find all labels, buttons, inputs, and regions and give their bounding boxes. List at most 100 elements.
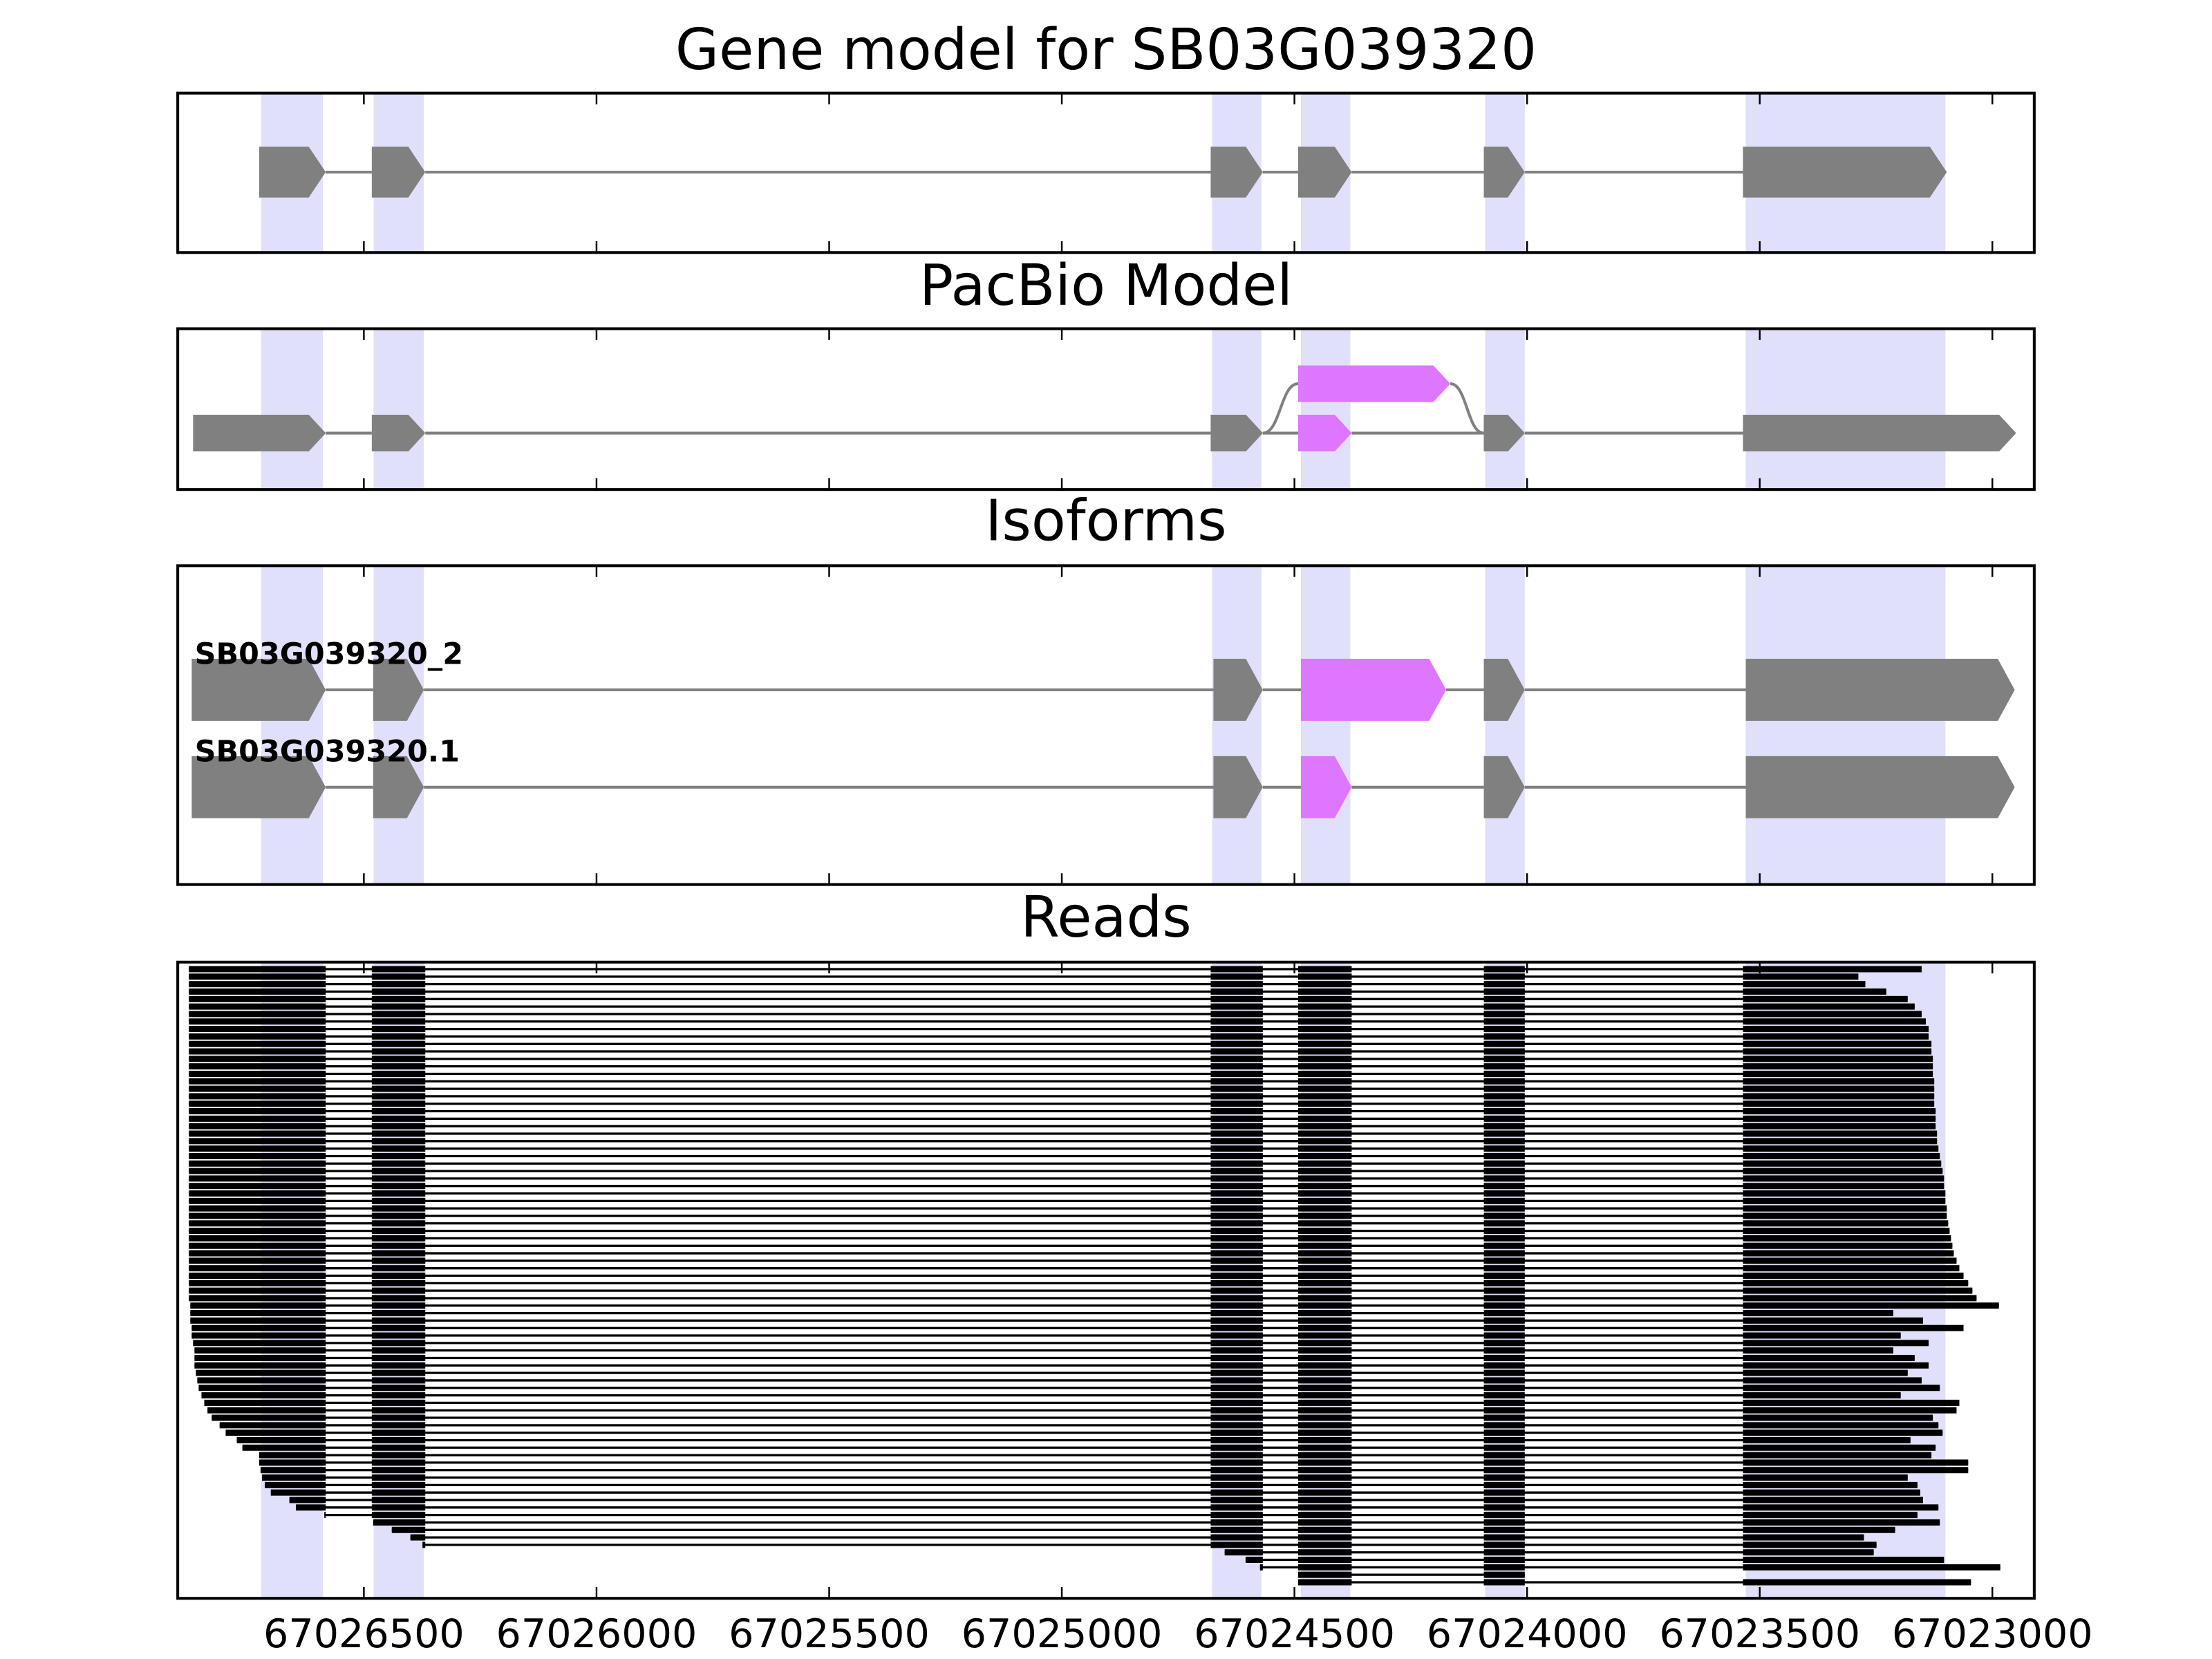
read-block [371,1100,426,1107]
read-block [371,1205,426,1212]
read-block [371,1070,426,1077]
exon-highlight [261,565,324,885]
read-block [1743,1160,1942,1167]
read-block [1210,1385,1263,1391]
read-block [371,995,426,1002]
read-block [1743,1385,1940,1391]
read-block [1483,1541,1525,1548]
read-block [189,1212,326,1219]
read-block [324,1512,326,1519]
read-block [1743,1302,1999,1309]
read-block [1483,995,1525,1002]
read-block [373,1519,426,1526]
read-block [371,1160,426,1167]
read-block [189,1085,326,1092]
read-block [1297,1205,1352,1212]
read-block [1483,1003,1525,1010]
read-block [1210,1422,1263,1429]
read-block [189,1273,326,1279]
read-block [193,1340,326,1347]
read-block [1297,1377,1352,1384]
read-block [1743,1175,1944,1182]
x-tick-label: 67024000 [1427,1611,1628,1657]
read-block [190,1302,326,1309]
read-block [1743,1115,1936,1122]
read-block [1483,1123,1525,1130]
read-block [1297,1414,1352,1421]
read-block [1210,1369,1263,1376]
read-block [1297,1407,1352,1414]
read-block [371,1317,426,1324]
read-block [1483,1549,1525,1556]
read-block [1483,966,1525,973]
read-block [1297,1197,1352,1204]
exon [1301,659,1447,721]
read-block [1297,1369,1352,1376]
read-block [371,1310,426,1317]
panel-title: Gene model for SB03G039320 [675,17,1537,83]
read-block [1743,1340,1929,1347]
read-block [1210,1481,1263,1488]
read-block [1210,1011,1263,1018]
read-block [1297,1048,1352,1055]
exon [259,147,326,198]
read-block [1210,1355,1263,1361]
read-block [1743,1422,1939,1429]
read-block [1743,1557,1944,1564]
read-block [1483,1557,1525,1564]
read-block [371,1459,426,1466]
read-block [1743,1452,1932,1459]
read-block [1743,1026,1929,1033]
read-block [1297,1235,1352,1241]
read-block [204,1399,326,1406]
read-block [371,1257,426,1264]
exon [1745,756,2015,818]
read-block [189,1287,326,1294]
read-block [1210,1534,1263,1541]
read-block [1743,1100,1935,1107]
read-block [1743,1497,1923,1503]
read-block [1483,1430,1525,1436]
read-block [265,1481,326,1488]
read-block [1297,1056,1352,1062]
read-block [1210,1340,1263,1347]
read-block [1297,1026,1352,1033]
read-block [1743,1085,1935,1092]
read-block [189,1175,326,1182]
read-block [1743,1235,1951,1241]
read-block [1297,1399,1352,1406]
read-block [1210,1265,1263,1272]
read-block [1297,1093,1352,1100]
read-block [189,1040,326,1047]
read-block [371,1399,426,1406]
read-block [1297,1385,1352,1391]
read-block [1743,1481,1918,1488]
read-block [371,1369,426,1376]
read-block [189,1026,326,1033]
read-block [1483,1399,1525,1406]
read-block [191,1324,326,1331]
panel [191,565,2015,885]
panel-title: Reads [1020,885,1192,950]
read-block [1483,1168,1525,1174]
read-block [1210,1436,1263,1443]
read-block [371,1497,426,1503]
read-block [1743,1056,1933,1062]
read-block [1210,981,1263,988]
read-block [1743,1183,1944,1190]
read-block [1743,1347,1893,1354]
read-block [189,1265,326,1272]
read-block [1743,1430,1943,1436]
read-block [1483,1347,1525,1354]
read-block [1210,1205,1263,1212]
read-block [410,1534,426,1541]
read-block [189,1100,326,1107]
read-block [371,1085,426,1092]
read-block [1483,1422,1525,1429]
read-block [371,1123,426,1130]
exon [193,415,326,452]
x-tick-label: 67026500 [263,1611,465,1657]
read-block [189,1056,326,1062]
read-block [1483,1519,1525,1526]
exon [1297,147,1352,198]
